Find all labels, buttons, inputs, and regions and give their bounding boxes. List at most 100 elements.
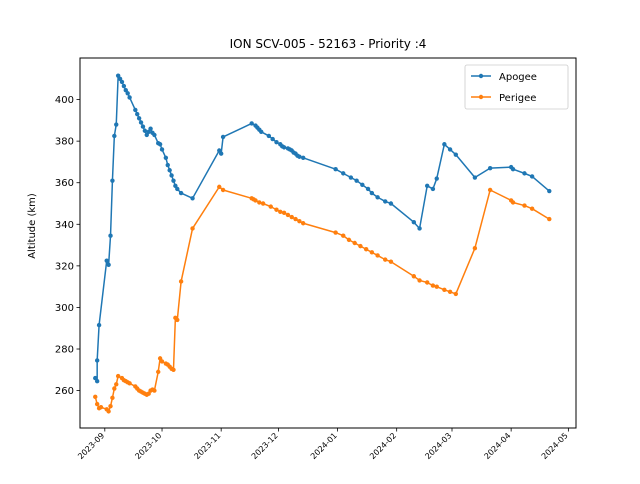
apogee-data-point [135, 111, 140, 117]
y-tick-label: 320 [55, 261, 74, 272]
apogee-data-point [220, 134, 226, 140]
apogee-data-point [270, 136, 275, 142]
perigee-data-point [257, 200, 262, 205]
perigee-data-point [417, 278, 422, 283]
apogee-data-point [375, 195, 380, 200]
apogee-legend-marker [478, 73, 484, 79]
apogee-data-point [218, 151, 224, 156]
y-tick-label: 340 [55, 220, 74, 231]
perigee-data-point [106, 409, 111, 414]
axes-frame [79, 57, 577, 429]
apogee-data-point [522, 171, 527, 176]
apogee-data-point [333, 167, 338, 172]
perigee-data-point [472, 246, 478, 251]
perigee-data-point [152, 388, 157, 393]
perigee-data-point [341, 233, 346, 238]
apogee-data-point [487, 165, 493, 171]
perigee-data-point [260, 201, 266, 206]
apogee-data-point [175, 186, 180, 192]
perigee-data-point [127, 381, 132, 386]
apogee-data-point [152, 132, 157, 138]
apogee-data-point [348, 175, 354, 180]
apogee-data-point [108, 233, 113, 238]
perigee-data-point [217, 184, 222, 190]
y-tick-label: 260 [55, 386, 74, 397]
apogee-data-point [171, 178, 176, 183]
apogee-data-point [472, 175, 478, 180]
perigee-data-point [547, 216, 552, 222]
apogee-data-point [301, 155, 306, 160]
perigee-data-point [110, 395, 115, 401]
perigee-data-point [442, 287, 447, 292]
apogee-data-point [106, 262, 111, 268]
apogee-data-point [430, 186, 436, 192]
perigee-data-point [375, 253, 380, 258]
apogee-data-point [274, 139, 279, 145]
x-tick-label: 2024-01 [309, 431, 339, 461]
perigee-data-point [425, 280, 430, 285]
perigee-data-point [352, 240, 357, 246]
perigee-data-point [301, 221, 306, 226]
x-tick-label: 2024-05 [540, 431, 570, 461]
apogee-data-point [133, 107, 138, 113]
perigee-data-point [333, 230, 338, 235]
x-tick-label: 2023-10 [133, 431, 163, 461]
perigee-data-point [156, 369, 161, 375]
apogee-data-point [169, 173, 174, 178]
perigee-data-point [510, 200, 516, 205]
perigee-data-point [98, 405, 104, 410]
apogee-data-point [383, 199, 388, 204]
perigee-data-point [108, 403, 113, 409]
apogee-data-point [136, 116, 142, 121]
perigee-legend-marker [478, 94, 484, 100]
perigee-data-point [159, 359, 165, 364]
perigee-data-point [289, 214, 294, 220]
perigee-data-point [297, 218, 302, 224]
apogee-data-point [178, 190, 184, 196]
apogee-data-point [148, 126, 153, 131]
perigee-data-point [285, 212, 291, 218]
perigee-data-point [358, 243, 363, 249]
perigee-data-point [447, 289, 453, 295]
apogee-data-point [125, 91, 130, 96]
y-axis-label: Altitude (km) [27, 193, 38, 259]
y-tick-label: 380 [55, 137, 74, 148]
chart-title: ION SCV-005 - 52163 - Priority :4 [230, 37, 427, 51]
perigee-data-point [434, 284, 439, 289]
x-tick-label: 2024-02 [368, 431, 398, 461]
y-tick-label: 360 [55, 178, 74, 189]
perigee-data-point [190, 226, 195, 231]
apogee-data-point [165, 162, 170, 168]
perigee-data-point [253, 198, 258, 203]
perigee-data-point [94, 401, 100, 407]
perigee-data-point [293, 216, 298, 222]
apogee-data-point [281, 145, 287, 150]
apogee-data-point [112, 133, 117, 139]
apogee-data-point [425, 183, 430, 189]
apogee-data-point [297, 154, 302, 159]
perigee-data-point [171, 367, 176, 372]
apogee-data-point [190, 196, 195, 201]
perigee-data-point [430, 283, 436, 288]
apogee-data-point [360, 182, 365, 187]
apogee-data-point [163, 155, 169, 160]
apogee-data-point [140, 124, 146, 129]
apogee-data-point [110, 178, 115, 183]
apogee-data-point [94, 379, 100, 384]
perigee-data-point [278, 209, 283, 215]
perigee-data-point [268, 204, 273, 209]
perigee-legend-label: Perigee [499, 93, 536, 104]
apogee-data-point [121, 83, 127, 89]
apogee-data-point [119, 79, 125, 85]
apogee-data-point [510, 167, 516, 172]
perigee-data-point [529, 206, 535, 211]
apogee-data-point [94, 358, 100, 363]
apogee-data-point [341, 171, 346, 176]
y-tick-label: 300 [55, 303, 74, 314]
apogee-data-point [369, 190, 375, 196]
perigee-data-point [115, 373, 121, 379]
apogee-legend-label: Apogee [499, 72, 537, 83]
apogee-data-point [442, 142, 447, 147]
perigee-data-point [178, 279, 184, 284]
